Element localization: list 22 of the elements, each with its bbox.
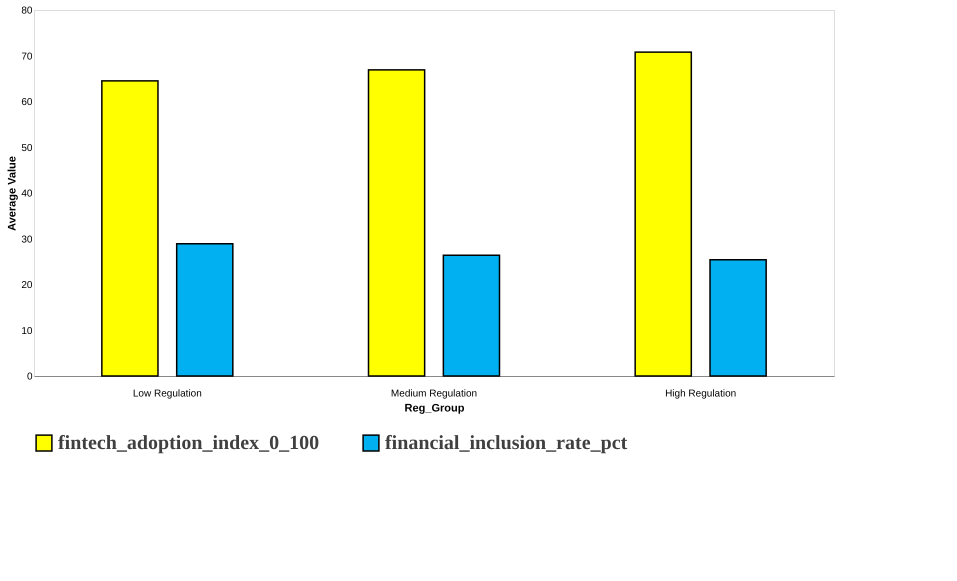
x-tick-label: High Regulation bbox=[665, 388, 736, 400]
bar bbox=[634, 51, 692, 377]
y-tick-label: 60 bbox=[21, 97, 33, 108]
bar bbox=[176, 243, 234, 377]
legend-label: fintech_adoption_index_0_100 bbox=[58, 432, 320, 454]
y-axis-title: Average Value bbox=[6, 156, 18, 231]
y-tick-label: 30 bbox=[21, 234, 33, 246]
x-axis-title: Reg_Group bbox=[404, 402, 465, 414]
bar bbox=[709, 259, 767, 377]
y-tick-label: 80 bbox=[21, 6, 33, 16]
y-tick-label: 70 bbox=[21, 51, 33, 62]
y-tick-label: 0 bbox=[26, 372, 33, 382]
legend-label: financial_inclusion_rate_pct bbox=[385, 432, 628, 454]
x-tick-label: Low Regulation bbox=[132, 388, 202, 400]
y-tick-label: 40 bbox=[21, 188, 33, 200]
y-tick-label: 10 bbox=[21, 326, 33, 337]
bar bbox=[101, 80, 159, 377]
y-tick-label: 20 bbox=[21, 280, 33, 291]
y-tick-label: 50 bbox=[21, 142, 33, 154]
bar bbox=[442, 254, 500, 377]
bar bbox=[368, 69, 426, 377]
x-tick-label: Medium Regulation bbox=[390, 388, 478, 400]
